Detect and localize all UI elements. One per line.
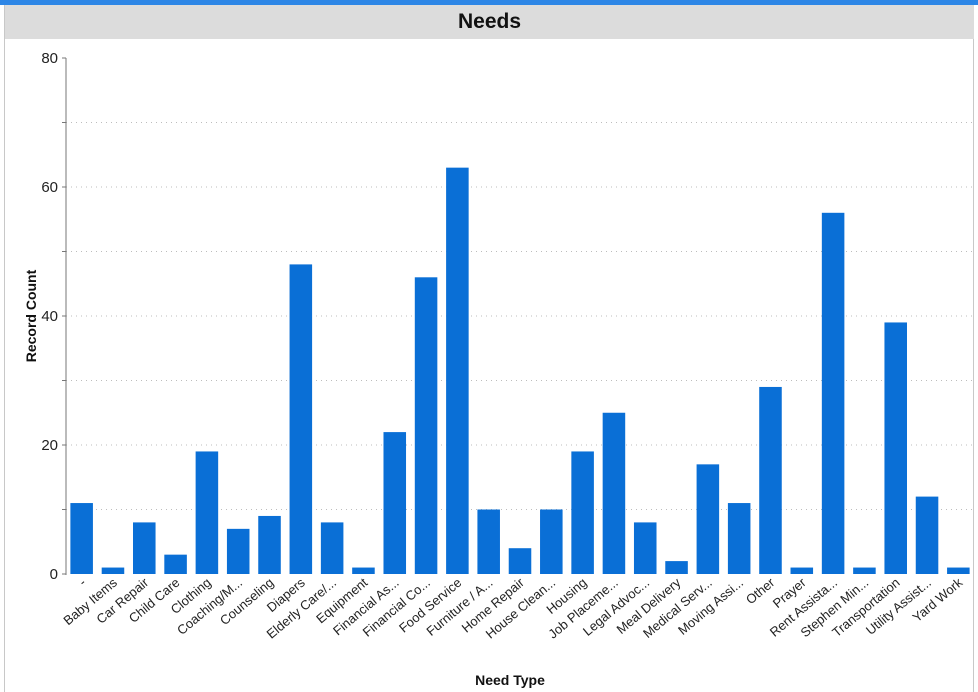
axes: 0 20 40 60 80 <box>41 50 67 583</box>
bar <box>884 322 907 574</box>
bar <box>727 503 751 574</box>
bar <box>477 509 500 574</box>
bar <box>258 515 281 574</box>
bar <box>602 412 626 574</box>
bar <box>195 451 219 574</box>
y-tick-label: 60 <box>41 179 58 196</box>
x-axis-title: Need Type <box>475 672 545 688</box>
bar <box>915 496 939 574</box>
bar <box>790 567 814 574</box>
bar <box>947 567 970 574</box>
y-tick-label: 80 <box>41 50 58 67</box>
chart-title: Needs <box>457 10 522 33</box>
bar <box>853 567 876 574</box>
bar <box>320 522 344 574</box>
bar <box>289 264 313 574</box>
bar <box>571 451 594 574</box>
y-tick-label: 40 <box>41 308 58 325</box>
bar <box>414 277 438 574</box>
top-accent-bar <box>0 0 978 5</box>
chart-title-bar: Needs <box>5 5 974 39</box>
bar <box>383 432 407 574</box>
y-tick-label: 20 <box>41 437 58 454</box>
bar <box>446 167 469 574</box>
bar <box>226 528 250 574</box>
category-label: - <box>76 575 89 589</box>
bars <box>70 167 970 575</box>
bar <box>164 554 187 574</box>
bar <box>352 567 375 574</box>
frame-border-left <box>4 5 5 692</box>
bar <box>696 464 720 574</box>
bar <box>821 212 845 575</box>
bar <box>665 561 688 574</box>
bar <box>70 503 93 574</box>
bar <box>133 522 156 574</box>
bar <box>508 548 532 574</box>
y-tick-label: 0 <box>50 566 58 583</box>
bar <box>759 386 782 574</box>
bar <box>540 509 563 574</box>
frame-border-right <box>973 5 974 692</box>
bar <box>101 567 125 574</box>
y-axis-title: Record Count <box>23 269 39 362</box>
bar <box>633 522 657 574</box>
